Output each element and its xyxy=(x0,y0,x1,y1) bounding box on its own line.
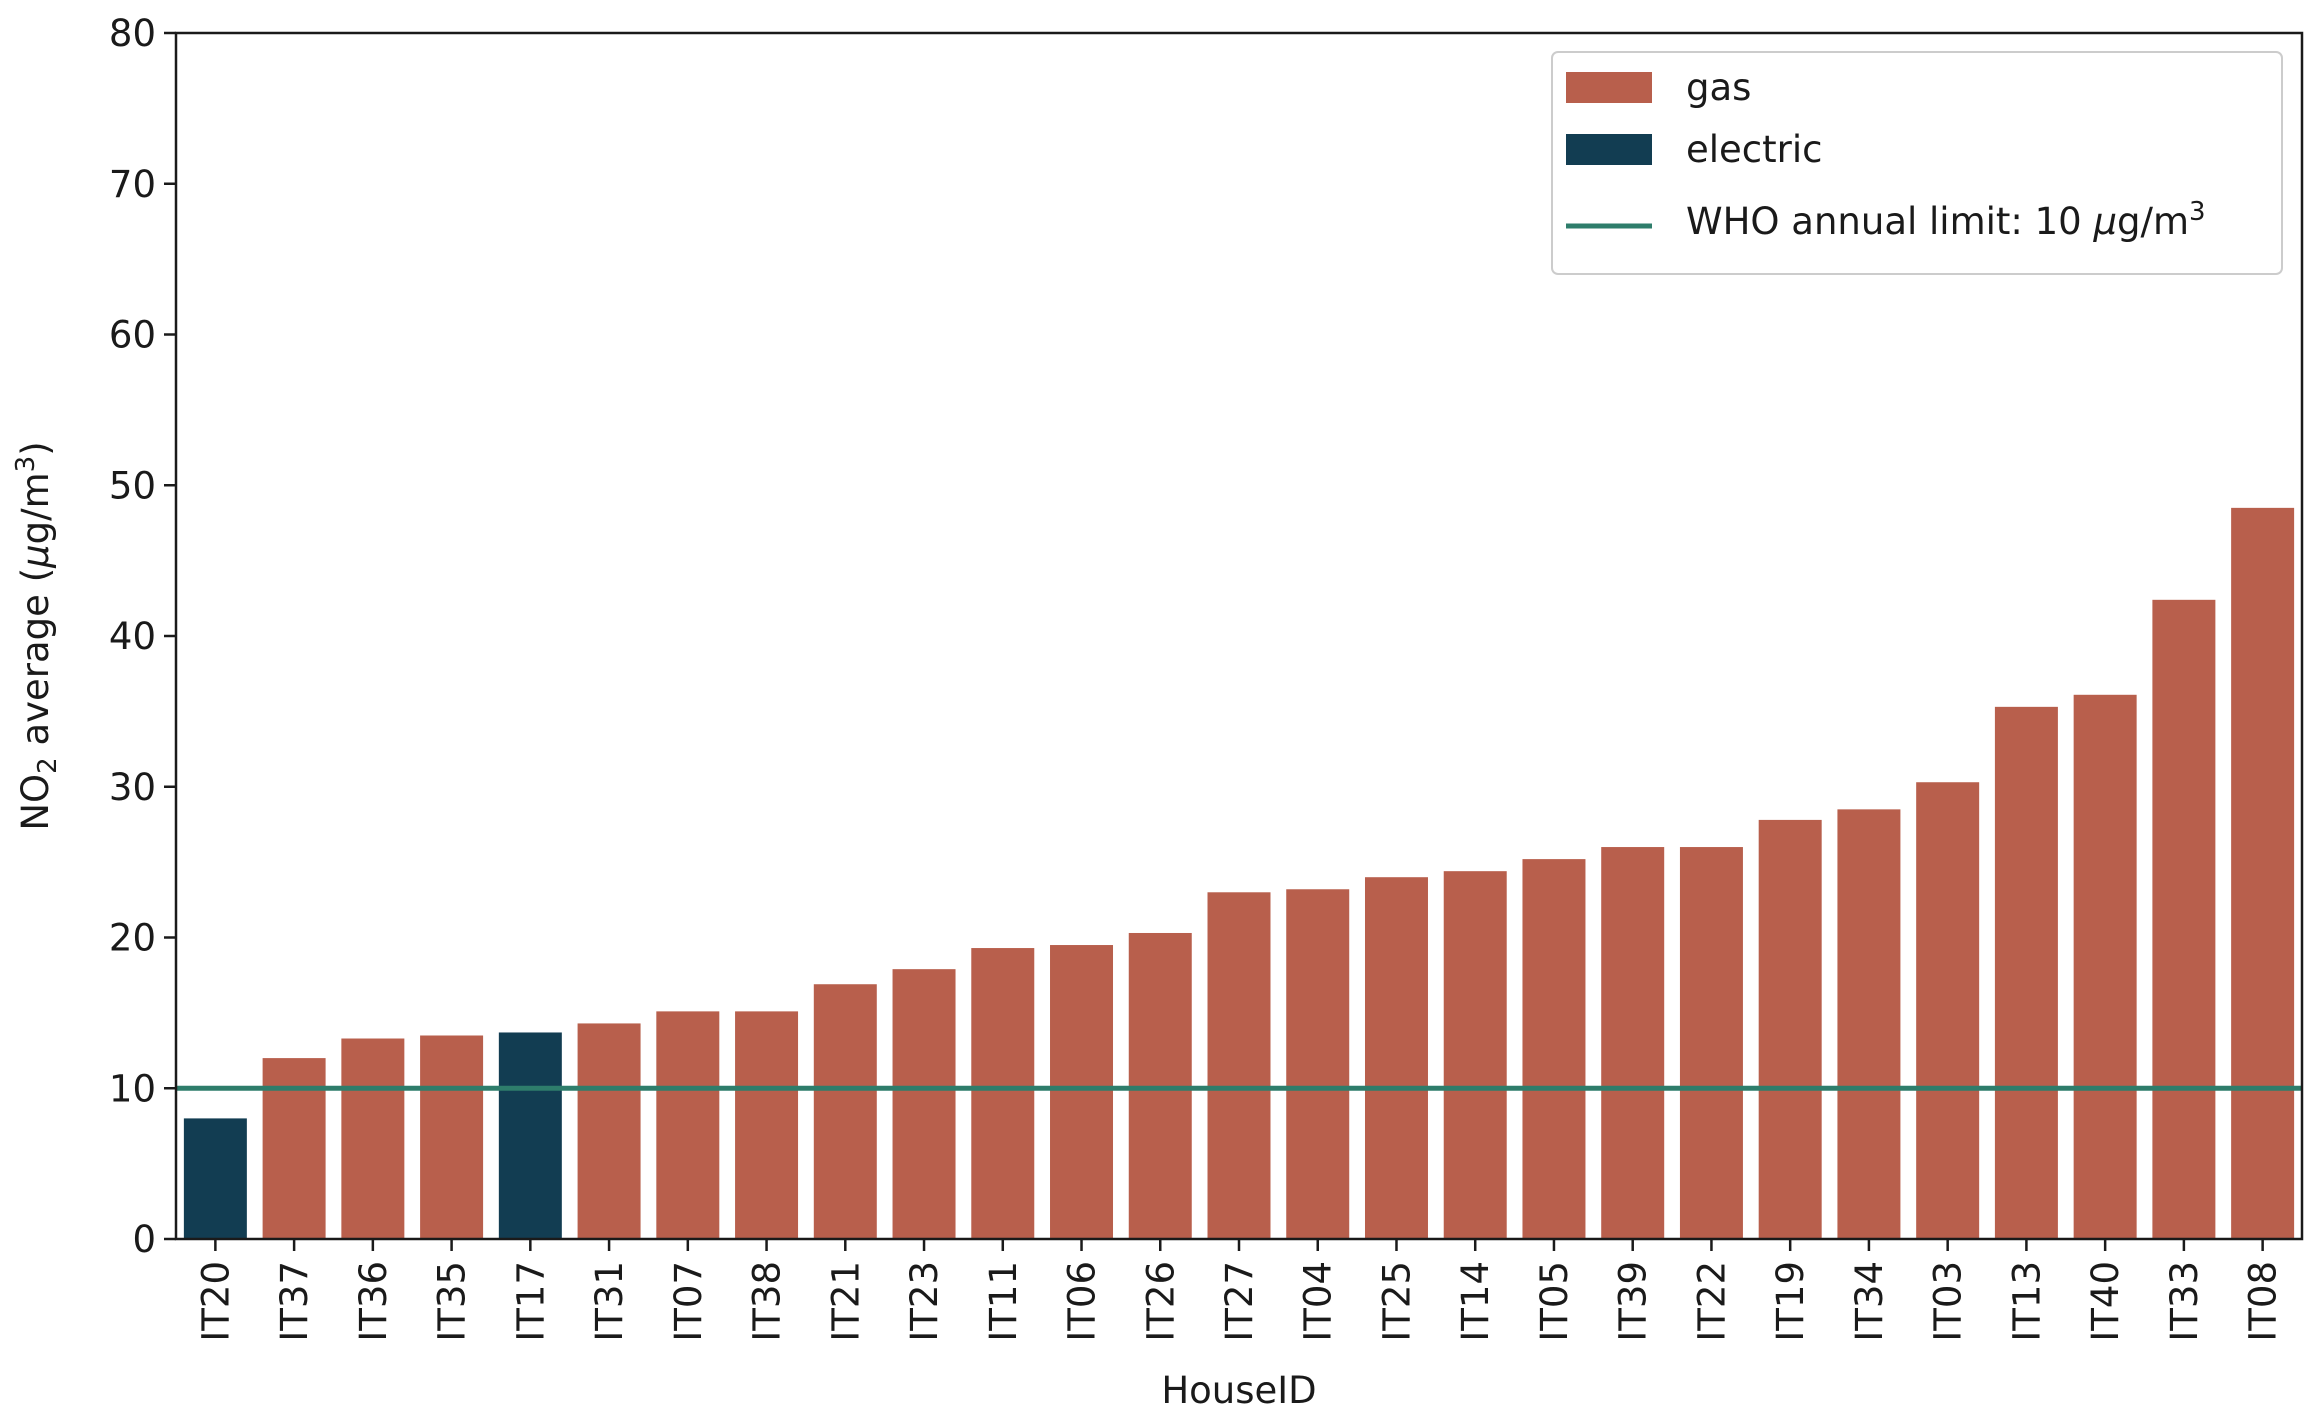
x-tick-label-it26: IT26 xyxy=(1139,1261,1182,1342)
x-tick-label-it07: IT07 xyxy=(667,1261,710,1342)
x-tick-label-it40: IT40 xyxy=(2084,1261,2127,1342)
bar-it33 xyxy=(2152,599,2216,1239)
x-tick-label-it33: IT33 xyxy=(2163,1261,2206,1342)
y-axis-label-suffix: ) xyxy=(14,441,57,455)
bar-it17 xyxy=(498,1032,562,1239)
x-tick-label-it17: IT17 xyxy=(509,1261,552,1342)
bar-it35 xyxy=(420,1035,484,1239)
y-axis-label: NO2 average (μg/m3) xyxy=(11,441,63,830)
x-tick-label-it31: IT31 xyxy=(588,1261,631,1342)
bar-it23 xyxy=(892,969,956,1239)
x-tick-label-it27: IT27 xyxy=(1218,1261,1261,1342)
x-tick-label-it23: IT23 xyxy=(903,1261,946,1342)
bar-it21 xyxy=(813,984,877,1239)
bar-it22 xyxy=(1679,847,1743,1239)
bar-it14 xyxy=(1443,871,1507,1239)
y-axis-ticks: 0 10 20 30 40 50 60 70 80 xyxy=(109,12,176,1261)
bar-it19 xyxy=(1758,819,1822,1239)
x-tick-label-it35: IT35 xyxy=(431,1261,474,1342)
bar-it04 xyxy=(1286,889,1350,1239)
bar-it38 xyxy=(735,1011,799,1239)
x-tick-label-it22: IT22 xyxy=(1690,1261,1733,1342)
bar-it36 xyxy=(341,1038,405,1239)
legend-box xyxy=(1551,51,2283,275)
x-tick-label-it05: IT05 xyxy=(1533,1261,1576,1342)
y-tick-label-50: 50 xyxy=(109,464,156,507)
x-tick-label-it04: IT04 xyxy=(1297,1261,1340,1342)
y-tick-label-80: 80 xyxy=(109,12,156,55)
bar-it39 xyxy=(1601,847,1665,1239)
legend: gas electric WHO annual limit: 10 μg/m3 xyxy=(1551,51,2283,275)
bar-it11 xyxy=(971,948,1035,1239)
bar-it20 xyxy=(183,1118,247,1239)
bar-it40 xyxy=(2073,694,2137,1239)
bar-it37 xyxy=(262,1058,326,1239)
y-tick-label-0: 0 xyxy=(132,1218,156,1261)
x-tick-label-it37: IT37 xyxy=(273,1261,316,1342)
legend-electric-label: electric xyxy=(1686,128,1823,171)
x-tick-label-it08: IT08 xyxy=(2242,1261,2285,1342)
legend-gas-label: gas xyxy=(1686,66,1751,109)
bars-group xyxy=(183,507,2295,1239)
x-tick-label-it11: IT11 xyxy=(982,1261,1025,1342)
legend-electric-swatch xyxy=(1566,134,1652,165)
legend-reference-line-superscript: 3 xyxy=(2189,197,2206,227)
y-axis-label-subscript: 2 xyxy=(33,757,63,774)
bar-it34 xyxy=(1837,809,1901,1239)
y-tick-label-70: 70 xyxy=(109,163,156,206)
bar-it03 xyxy=(1916,782,1980,1239)
x-tick-label-it36: IT36 xyxy=(352,1261,395,1342)
x-tick-label-it38: IT38 xyxy=(746,1261,789,1342)
x-tick-label-it20: IT20 xyxy=(194,1261,237,1342)
y-tick-label-40: 40 xyxy=(109,615,156,658)
x-axis-label: HouseID xyxy=(1161,1369,1316,1412)
bar-it08 xyxy=(2231,507,2295,1239)
x-tick-label-it19: IT19 xyxy=(1769,1261,1812,1342)
x-tick-label-it39: IT39 xyxy=(1612,1261,1655,1342)
x-tick-label-it34: IT34 xyxy=(1848,1261,1891,1342)
legend-gas-swatch xyxy=(1566,72,1652,103)
y-axis-label-prefix: NO xyxy=(14,774,57,831)
y-tick-label-10: 10 xyxy=(109,1067,156,1110)
y-tick-label-60: 60 xyxy=(109,314,156,357)
x-tick-label-it03: IT03 xyxy=(1927,1261,1970,1342)
bar-it06 xyxy=(1050,945,1114,1239)
bar-it13 xyxy=(1994,706,2058,1239)
y-axis-label-mu: μ xyxy=(14,544,57,569)
legend-reference-line-text: WHO annual limit: 10 xyxy=(1686,200,2094,243)
legend-reference-line-mu: μ xyxy=(2093,200,2118,243)
y-tick-label-20: 20 xyxy=(109,917,156,960)
x-tick-label-it06: IT06 xyxy=(1061,1261,1104,1342)
bar-it07 xyxy=(656,1011,720,1239)
bar-it05 xyxy=(1522,859,1586,1239)
x-tick-label-it13: IT13 xyxy=(2005,1261,2048,1342)
bar-it31 xyxy=(577,1023,641,1239)
y-axis-label-superscript: 3 xyxy=(11,456,41,473)
legend-reference-line-label: WHO annual limit: 10 μg/m3 xyxy=(1686,197,2206,243)
bar-it25 xyxy=(1364,877,1428,1239)
x-tick-label-it25: IT25 xyxy=(1375,1261,1418,1342)
y-axis-label-middle: average ( xyxy=(14,568,57,757)
y-axis-label-unit: g/m xyxy=(14,472,57,544)
x-tick-label-it21: IT21 xyxy=(824,1261,867,1342)
legend-reference-line-unit: g/m xyxy=(2117,200,2189,243)
bar-it27 xyxy=(1207,892,1271,1239)
x-axis-ticks: IT20 IT37 IT36 IT35 IT17 IT31 IT07 IT38 IT21 IT23… xyxy=(194,1239,2285,1342)
y-tick-label-30: 30 xyxy=(109,766,156,809)
x-tick-label-it14: IT14 xyxy=(1454,1261,1497,1342)
